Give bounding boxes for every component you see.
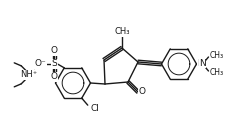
Text: CH₃: CH₃ [210, 51, 224, 60]
Text: CH₃: CH₃ [210, 68, 224, 77]
Text: O: O [139, 87, 146, 96]
Text: S: S [51, 59, 57, 68]
Text: CH₃: CH₃ [114, 27, 130, 36]
Text: O: O [51, 46, 58, 55]
Text: NH⁺: NH⁺ [20, 70, 37, 79]
Text: N: N [197, 59, 204, 68]
Text: Cl: Cl [91, 104, 100, 113]
Text: O⁻: O⁻ [34, 59, 46, 68]
Text: N: N [199, 59, 206, 68]
Text: O: O [51, 72, 58, 81]
